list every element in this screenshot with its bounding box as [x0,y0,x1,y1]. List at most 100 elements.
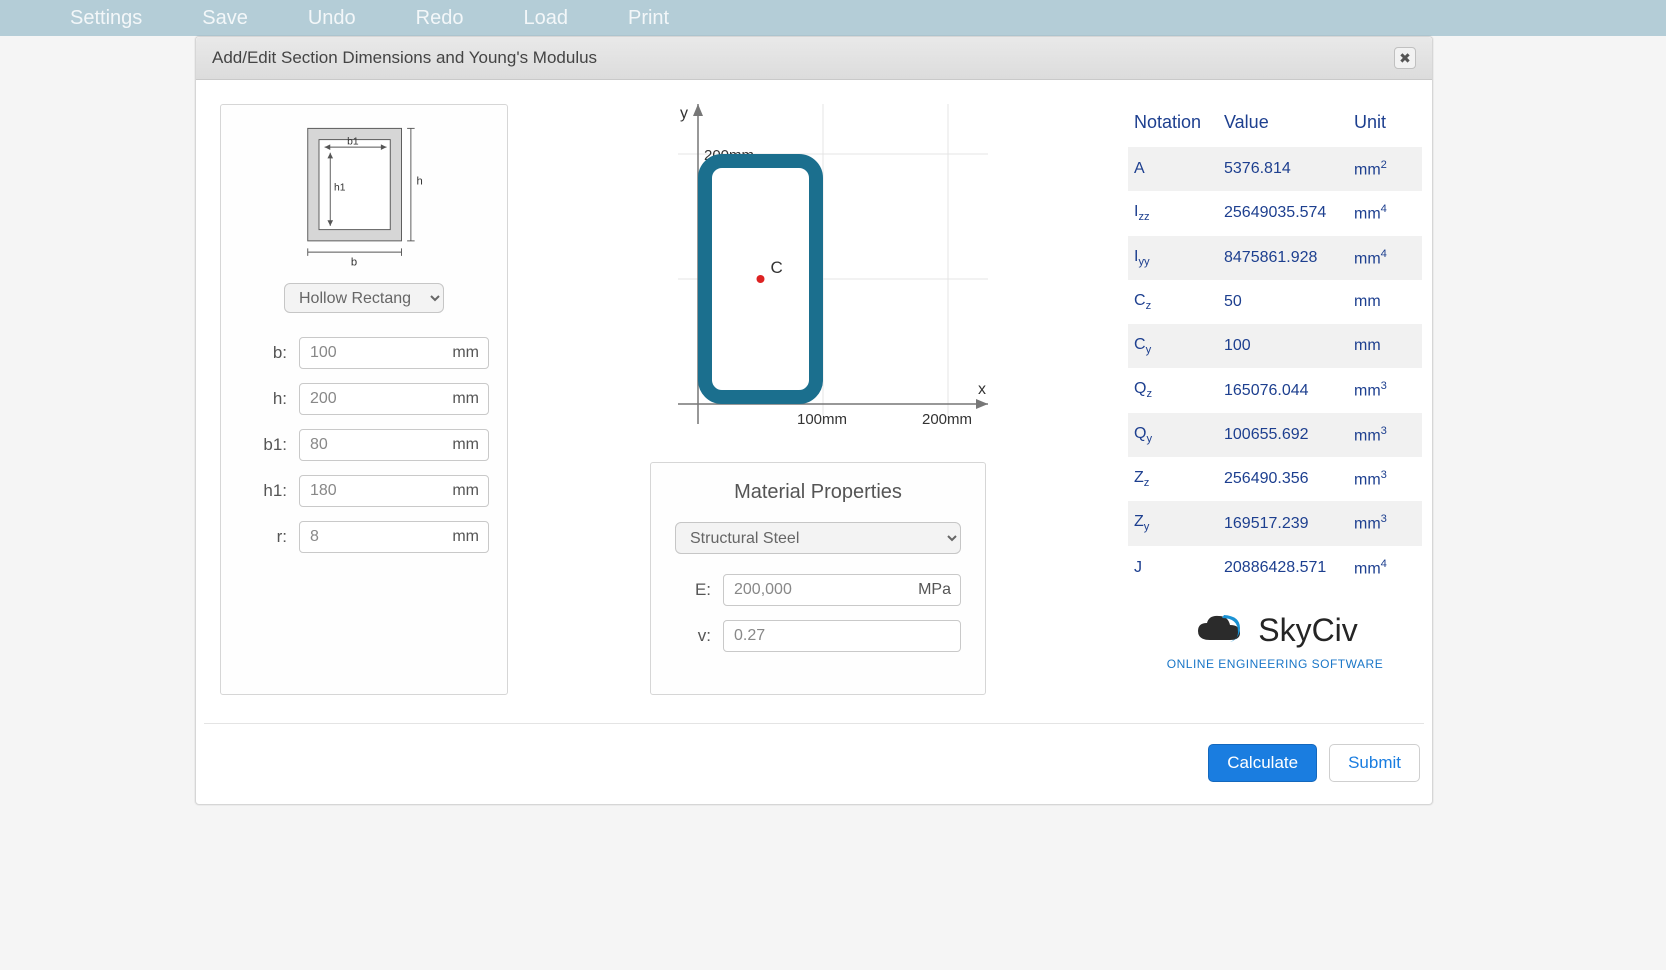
dimension-row: h: mm [239,383,489,415]
result-notation: Izz [1128,191,1218,235]
material-select[interactable]: Structural Steel [675,522,961,554]
skyciv-logo-icon [1192,610,1252,650]
material-label: E: [675,580,723,600]
result-value: 100 [1218,324,1348,368]
svg-text:200mm: 200mm [922,411,972,428]
logo-tagline: ONLINE ENGINEERING SOFTWARE [1128,657,1422,671]
dialog-title: Add/Edit Section Dimensions and Young's … [212,48,597,68]
result-notation: Cz [1128,280,1218,324]
menu-undo[interactable]: Undo [308,7,356,30]
menu-settings[interactable]: Settings [70,7,142,30]
dimension-label: h: [239,389,299,409]
result-notation: Iyy [1128,236,1218,280]
svg-text:100mm: 100mm [797,411,847,428]
results-row: Cz50mm [1128,280,1422,324]
results-row: Qy100655.692mm3 [1128,413,1422,457]
svg-text:h: h [417,176,423,188]
submit-button[interactable]: Submit [1329,744,1420,782]
material-row: E: MPa [675,574,961,606]
result-unit: mm3 [1348,368,1422,412]
results-row: Qz165076.044mm3 [1128,368,1422,412]
results-row: Iyy8475861.928mm4 [1128,236,1422,280]
svg-text:b: b [351,256,357,268]
results-header-notation: Notation [1128,104,1218,147]
result-value: 50 [1218,280,1348,324]
results-row: Izz25649035.574mm4 [1128,191,1422,235]
result-value: 8475861.928 [1218,236,1348,280]
result-notation: Qy [1128,413,1218,457]
result-notation: Qz [1128,368,1218,412]
result-value: 169517.239 [1218,501,1348,545]
result-unit: mm4 [1348,546,1422,590]
dialog-header: Add/Edit Section Dimensions and Young's … [196,37,1432,80]
svg-text:h1: h1 [334,182,346,193]
result-unit: mm4 [1348,236,1422,280]
dimension-row: r: mm [239,521,489,553]
dimension-unit: mm [452,337,479,369]
result-unit: mm3 [1348,413,1422,457]
results-row: A5376.814mm2 [1128,147,1422,191]
results-row: Cy100mm [1128,324,1422,368]
result-value: 5376.814 [1218,147,1348,191]
dimension-label: r: [239,527,299,547]
result-unit: mm3 [1348,501,1422,545]
results-row: J20886428.571mm4 [1128,546,1422,590]
result-unit: mm [1348,324,1422,368]
result-unit: mm2 [1348,147,1422,191]
material-title: Material Properties [675,481,961,504]
dimension-row: h1: mm [239,475,489,507]
result-notation: Zz [1128,457,1218,501]
dimension-unit: mm [452,521,479,553]
skyciv-logo: SkyCiv ONLINE ENGINEERING SOFTWARE [1128,610,1422,671]
dimension-row: b1: mm [239,429,489,461]
result-unit: mm3 [1348,457,1422,501]
results-panel: Notation Value Unit A5376.814mm2Izz25649… [1128,104,1422,695]
result-notation: A [1128,147,1218,191]
menu-redo[interactable]: Redo [416,7,464,30]
result-unit: mm4 [1348,191,1422,235]
logo-brand-text: SkyCiv [1258,612,1358,649]
results-table: Notation Value Unit A5376.814mm2Izz25649… [1128,104,1422,590]
result-notation: Cy [1128,324,1218,368]
result-unit: mm [1348,280,1422,324]
result-value: 165076.044 [1218,368,1348,412]
dimension-label: b: [239,343,299,363]
menu-load[interactable]: Load [523,7,568,30]
menu-print[interactable]: Print [628,7,669,30]
svg-text:b1: b1 [347,136,359,147]
dimension-label: b1: [239,435,299,455]
section-dialog: Add/Edit Section Dimensions and Young's … [195,36,1433,805]
results-row: Zz256490.356mm3 [1128,457,1422,501]
result-value: 100655.692 [1218,413,1348,457]
results-header-unit: Unit [1348,104,1422,147]
results-row: Zy169517.239mm3 [1128,501,1422,545]
dimension-unit: mm [452,429,479,461]
result-value: 256490.356 [1218,457,1348,501]
calculate-button[interactable]: Calculate [1208,744,1317,782]
section-shape-select[interactable]: Hollow Rectang [284,283,444,313]
result-value: 20886428.571 [1218,546,1348,590]
app-menubar: Settings Save Undo Redo Load Print [0,0,1666,36]
material-label: v: [675,626,723,646]
svg-text:x: x [978,381,986,398]
svg-text:C: C [771,258,783,277]
result-value: 25649035.574 [1218,191,1348,235]
dimension-unit: mm [452,475,479,507]
svg-text:y: y [680,105,688,122]
dimension-unit: mm [452,383,479,415]
section-type-diagram: h b b1 h1 [294,119,434,269]
dimension-label: h1: [239,481,299,501]
section-input-panel: h b b1 h1 Hollow Rectang b: mm h: mm b1: mm h1: mm… [220,104,508,695]
results-header-value: Value [1218,104,1348,147]
dimension-row: b: mm [239,337,489,369]
material-row: v: [675,620,961,652]
dialog-footer: Calculate Submit [204,723,1424,804]
close-button[interactable]: ✖ [1394,47,1416,69]
section-preview-chart: yx100mm200mm100mm200mmC [648,104,988,434]
material-unit: MPa [918,574,951,606]
material-input[interactable] [723,620,961,652]
material-panel: Material Properties Structural Steel E: M… [650,462,986,695]
result-notation: J [1128,546,1218,590]
menu-save[interactable]: Save [202,7,248,30]
result-notation: Zy [1128,501,1218,545]
